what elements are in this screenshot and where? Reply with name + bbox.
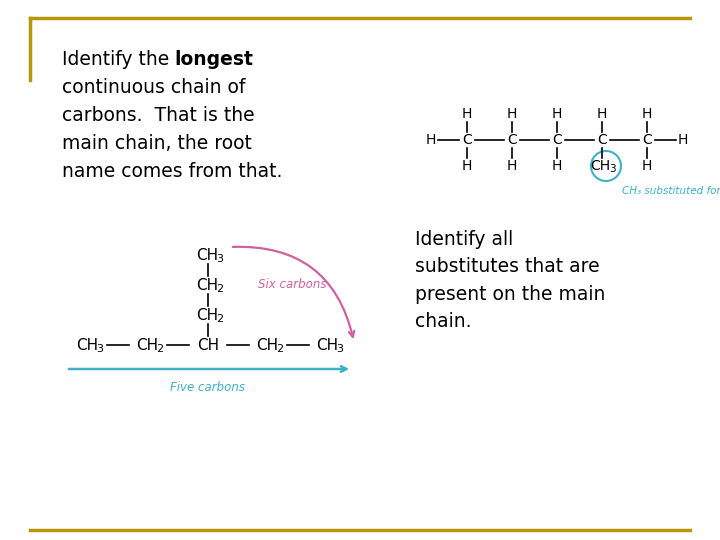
Text: C: C	[552, 133, 562, 147]
Text: 2: 2	[217, 314, 224, 324]
Text: CH: CH	[196, 278, 218, 293]
Text: CH: CH	[590, 159, 610, 173]
Text: carbons.  That is the: carbons. That is the	[62, 106, 255, 125]
Text: H: H	[642, 107, 652, 121]
Text: C: C	[642, 133, 652, 147]
Text: 2: 2	[217, 284, 224, 294]
Text: main chain, the root: main chain, the root	[62, 134, 252, 153]
Text: C: C	[462, 133, 472, 147]
Text: CH: CH	[197, 338, 219, 353]
Text: H: H	[597, 107, 607, 121]
Text: CH: CH	[196, 247, 218, 262]
Text: H: H	[507, 107, 517, 121]
Text: CH: CH	[256, 338, 278, 353]
Text: CH: CH	[76, 338, 98, 353]
Text: C: C	[597, 133, 607, 147]
Text: H: H	[678, 133, 688, 147]
Text: H: H	[642, 159, 652, 173]
Text: continuous chain of: continuous chain of	[62, 78, 246, 97]
Text: name comes from that.: name comes from that.	[62, 162, 282, 181]
Text: Six carbons: Six carbons	[258, 279, 326, 292]
Text: Identify the: Identify the	[62, 50, 175, 69]
Text: 3: 3	[96, 344, 104, 354]
Text: H: H	[462, 107, 472, 121]
Text: CH₃ substituted for H: CH₃ substituted for H	[622, 186, 720, 196]
Text: H: H	[552, 107, 562, 121]
Text: H: H	[462, 159, 472, 173]
Text: 2: 2	[276, 344, 284, 354]
Text: 2: 2	[156, 344, 163, 354]
Text: CH: CH	[136, 338, 158, 353]
Text: CH: CH	[316, 338, 338, 353]
Text: H: H	[426, 133, 436, 147]
Text: Identify all
substitutes that are
present on the main
chain.: Identify all substitutes that are presen…	[415, 230, 606, 330]
Text: longest: longest	[174, 50, 253, 69]
Text: CH: CH	[196, 307, 218, 322]
Text: H: H	[507, 159, 517, 173]
Text: 3: 3	[217, 254, 223, 264]
Text: Five carbons: Five carbons	[171, 381, 246, 394]
Text: 3: 3	[608, 164, 616, 174]
Text: C: C	[507, 133, 517, 147]
Text: 3: 3	[336, 344, 343, 354]
Text: H: H	[552, 159, 562, 173]
